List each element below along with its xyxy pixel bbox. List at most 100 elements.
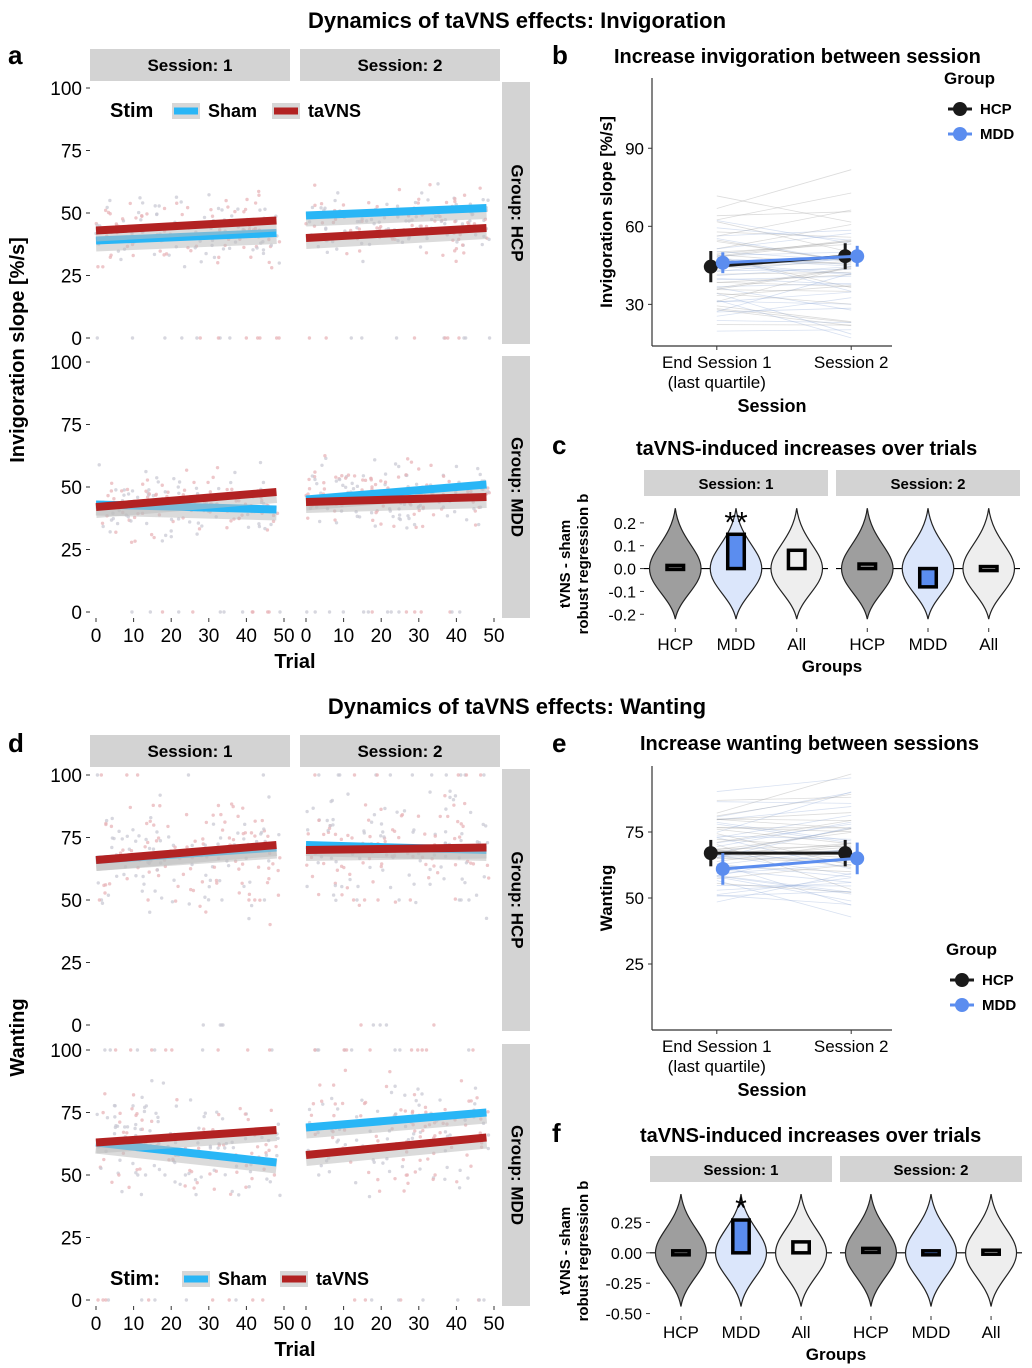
data-point <box>185 845 189 849</box>
data-point <box>138 196 142 200</box>
data-point <box>109 489 114 493</box>
data-point <box>412 336 417 340</box>
data-point <box>393 1084 397 1088</box>
data-point <box>417 197 421 201</box>
x-axis-label: Groups <box>802 657 862 676</box>
y-tick-label: 25 <box>61 954 82 975</box>
subject-line <box>716 292 852 305</box>
data-point <box>487 237 491 242</box>
data-point <box>444 773 448 777</box>
data-point <box>161 1081 166 1085</box>
data-point <box>244 1185 248 1189</box>
panel-letter-a: a <box>8 40 23 70</box>
data-point <box>388 1069 392 1074</box>
data-point <box>158 839 163 843</box>
data-point <box>467 1048 471 1052</box>
fit-line-tavns <box>95 1126 277 1147</box>
data-point <box>459 1079 464 1083</box>
data-point <box>322 481 326 485</box>
x-tick-label: 30 <box>408 626 429 647</box>
data-point <box>114 488 118 492</box>
x-tick-label: All <box>982 1323 1001 1342</box>
data-point <box>183 1173 188 1177</box>
x-tick-label: MDD <box>717 635 756 654</box>
data-point <box>418 245 423 249</box>
data-point <box>445 1165 449 1170</box>
fit-line-sham <box>305 1108 487 1132</box>
data-point <box>152 535 156 540</box>
data-point <box>220 828 225 832</box>
data-point <box>265 1177 269 1181</box>
x-tick-label: 30 <box>198 1314 219 1335</box>
data-point <box>363 478 368 483</box>
data-point <box>420 1048 424 1052</box>
data-point <box>136 1173 140 1177</box>
data-point <box>103 1092 107 1096</box>
data-point <box>175 1098 179 1102</box>
data-point <box>476 466 480 471</box>
subject-line <box>716 875 852 895</box>
data-point <box>485 841 490 845</box>
data-point <box>119 489 124 493</box>
subject-line <box>716 845 852 850</box>
data-point <box>237 1193 241 1197</box>
subject-line <box>716 239 852 257</box>
subject-line <box>716 241 852 255</box>
panel-e: Increase wanting between sessions 25 50 75 E… <box>597 733 1016 1100</box>
data-point <box>203 843 207 847</box>
panel-title: taVNS-induced increases over trials <box>636 438 977 460</box>
data-point <box>235 1170 239 1174</box>
legend-label: Sham <box>208 101 257 121</box>
data-point <box>268 1180 273 1184</box>
data-point <box>247 892 252 897</box>
data-point <box>265 880 270 885</box>
data-point <box>257 193 261 197</box>
data-point <box>459 838 463 843</box>
y-tick-label: 75 <box>61 416 82 437</box>
data-point <box>333 832 338 837</box>
data-point <box>487 336 492 340</box>
data-point <box>397 187 402 192</box>
data-point <box>216 206 221 211</box>
data-point <box>184 468 189 472</box>
data-point <box>172 878 176 882</box>
panel-title: Increase wanting between sessions <box>640 733 979 755</box>
data-point <box>263 207 267 211</box>
data-point <box>233 470 237 475</box>
data-point <box>96 881 100 885</box>
data-point <box>245 197 249 202</box>
data-point <box>381 868 385 872</box>
data-point <box>188 1168 192 1173</box>
data-point <box>322 832 326 837</box>
data-point <box>229 480 233 485</box>
data-point <box>331 1083 336 1087</box>
y-axis-label: tVNS - shamrobust regression b <box>557 1181 592 1322</box>
data-point <box>395 204 400 208</box>
data-point <box>181 872 186 877</box>
data-point <box>480 242 484 247</box>
data-point <box>225 526 229 530</box>
data-point <box>220 898 224 902</box>
data-point <box>361 861 365 865</box>
data-point <box>369 1298 374 1302</box>
data-point <box>122 493 126 497</box>
data-point <box>340 474 344 478</box>
data-point <box>176 485 180 489</box>
data-point <box>125 877 129 881</box>
data-point <box>243 822 247 827</box>
x-axis-label: Session <box>737 1080 806 1100</box>
data-point <box>99 1166 103 1171</box>
data-point <box>368 1048 372 1052</box>
fit-line-sham <box>305 480 487 504</box>
subject-line <box>716 818 852 822</box>
data-point <box>411 830 415 834</box>
data-point <box>313 1048 317 1052</box>
mean-point-hcp <box>838 846 853 861</box>
data-point <box>412 512 416 516</box>
data-point <box>180 212 184 217</box>
subject-line <box>716 796 852 801</box>
data-point <box>373 458 377 462</box>
data-point <box>356 884 360 889</box>
data-point <box>264 1153 269 1157</box>
data-point <box>387 1169 392 1174</box>
